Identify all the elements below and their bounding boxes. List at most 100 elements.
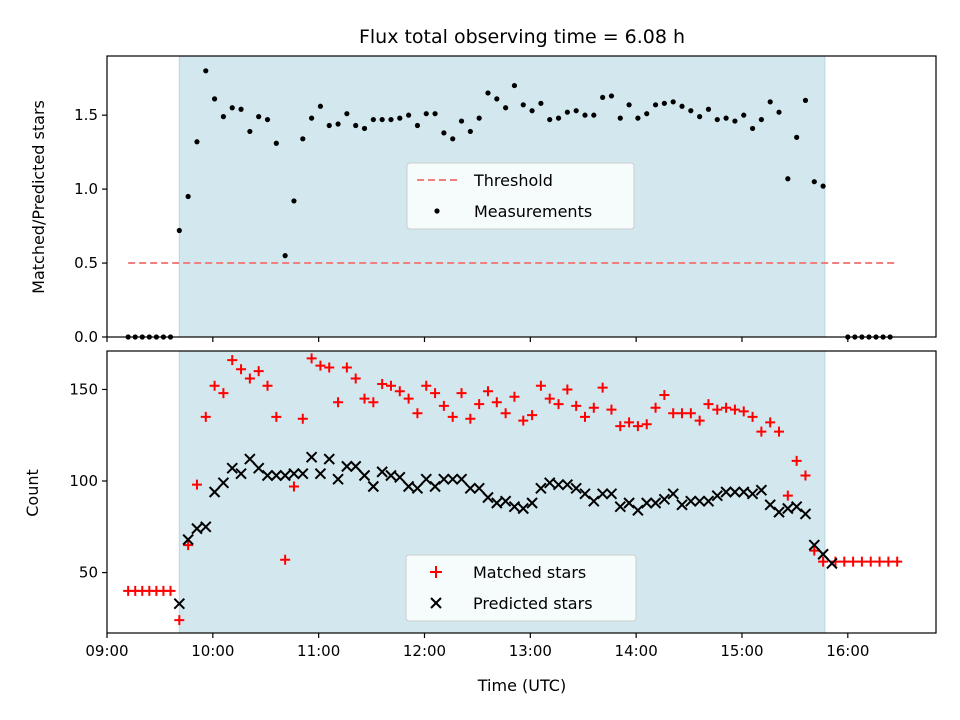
measurements-point xyxy=(326,122,332,129)
measurements-point xyxy=(670,99,676,105)
predicted-stars-point xyxy=(191,522,203,535)
matched-stars-point xyxy=(236,364,247,375)
matched-stars-point xyxy=(209,380,220,391)
matched-stars-point xyxy=(385,380,396,391)
measurements-point xyxy=(564,109,570,115)
matched-stars-point xyxy=(892,556,903,567)
measurements-point xyxy=(247,128,253,135)
matched-stars-point xyxy=(333,397,344,408)
measurements-point xyxy=(344,111,350,117)
measurements-point xyxy=(229,105,235,111)
measurements-point xyxy=(697,114,703,120)
predicted-stars-point xyxy=(288,467,300,480)
measurements-point xyxy=(238,106,244,112)
matched-stars-point xyxy=(874,556,885,567)
predicted-stars-point xyxy=(367,480,380,493)
matched-stars-point xyxy=(297,413,308,424)
legend-measurements-label: Measurements xyxy=(474,202,592,221)
predicted-stars-point xyxy=(323,453,335,465)
matched-stars-point xyxy=(474,399,485,410)
matched-stars-point xyxy=(677,408,688,419)
predicted-stars-point xyxy=(226,462,238,474)
measurements-point xyxy=(353,122,359,129)
matched-stars-point xyxy=(791,455,802,466)
predicted-stars-point xyxy=(182,533,194,546)
y-tick-label: 0.5 xyxy=(74,254,98,272)
measurements-point xyxy=(220,114,227,120)
matched-stars-point xyxy=(368,397,379,408)
matched-stars-point xyxy=(174,615,185,626)
matched-stars-point xyxy=(856,556,867,567)
matched-stars-point xyxy=(306,353,317,364)
matched-stars-point xyxy=(703,399,714,410)
predicted-stars-point xyxy=(588,495,600,507)
matched-stars-point xyxy=(191,479,202,490)
measurements-point xyxy=(802,97,809,103)
predicted-stars-point xyxy=(738,486,750,498)
measurements-point xyxy=(635,115,641,121)
measurements-point xyxy=(520,102,526,108)
predicted-stars-point xyxy=(676,499,688,511)
predicted-stars-point xyxy=(314,467,327,480)
predicted-stars-point xyxy=(394,471,406,484)
predicted-stars-point xyxy=(649,497,662,509)
predicted-stars-point xyxy=(632,504,644,517)
matched-stars-point xyxy=(597,382,608,393)
matched-stars-point xyxy=(456,388,467,399)
predicted-stars-point xyxy=(552,478,565,491)
predicted-stars-point xyxy=(447,473,459,485)
y-tick-label: 1.5 xyxy=(74,106,98,124)
matched-stars-point xyxy=(412,408,423,419)
predicted-stars-point xyxy=(711,489,723,502)
predicted-stars-point xyxy=(826,557,838,570)
measurements-point xyxy=(441,130,447,136)
predicted-stars-point xyxy=(235,467,247,480)
matched-stars-point xyxy=(606,404,617,415)
measurements-point xyxy=(476,115,482,121)
matched-stars-point xyxy=(721,402,732,413)
matched-stars-point xyxy=(544,393,555,404)
matched-stars-point xyxy=(465,413,476,424)
predicted-stars-point xyxy=(720,486,732,498)
matched-stars-point xyxy=(518,415,529,426)
measurements-point xyxy=(644,111,650,117)
measurements-point xyxy=(379,116,385,123)
measurements-point xyxy=(794,134,800,140)
measurements-point xyxy=(608,93,615,99)
measurements-point xyxy=(494,96,500,102)
predicted-stars-point xyxy=(517,502,529,515)
measurements-point xyxy=(406,112,412,118)
matched-stars-point xyxy=(579,411,590,422)
matched-stars-point xyxy=(809,545,820,556)
x-tick-label: 13:00 xyxy=(509,642,552,660)
x-tick-label: 09:00 xyxy=(85,642,128,660)
top-axes: 0.0 0.5 1.0 1.5 xyxy=(74,55,937,346)
top-data-marks xyxy=(125,68,896,340)
matched-stars-point xyxy=(632,421,643,432)
predicted-stars-point xyxy=(411,482,424,495)
predicted-stars-point xyxy=(402,480,415,493)
y-tick-label: 50 xyxy=(79,564,98,582)
matched-stars-point xyxy=(183,540,194,551)
predicted-stars-point xyxy=(305,451,318,463)
matched-stars-point xyxy=(280,554,291,565)
x-tick-label: 15:00 xyxy=(720,642,763,660)
matched-stars-point xyxy=(377,378,388,389)
matched-stars-point xyxy=(403,393,414,404)
matched-stars-point xyxy=(883,556,894,567)
legend-predicted-swatch xyxy=(430,597,442,609)
matched-stars-point xyxy=(848,556,859,567)
measurements-point xyxy=(714,116,720,123)
predicted-stars-point xyxy=(491,497,503,509)
matched-stars-point xyxy=(438,400,449,411)
matched-stars-point xyxy=(641,419,652,430)
measurements-point xyxy=(591,112,597,118)
matched-stars-point xyxy=(756,426,767,437)
bottom-data-marks xyxy=(123,353,903,626)
matched-stars-point xyxy=(359,393,370,404)
predicted-stars-point xyxy=(508,500,521,513)
matched-stars-point xyxy=(865,556,876,567)
measurements-point xyxy=(723,115,729,121)
predicted-stars-point xyxy=(464,482,477,495)
measurements-point xyxy=(423,111,429,117)
